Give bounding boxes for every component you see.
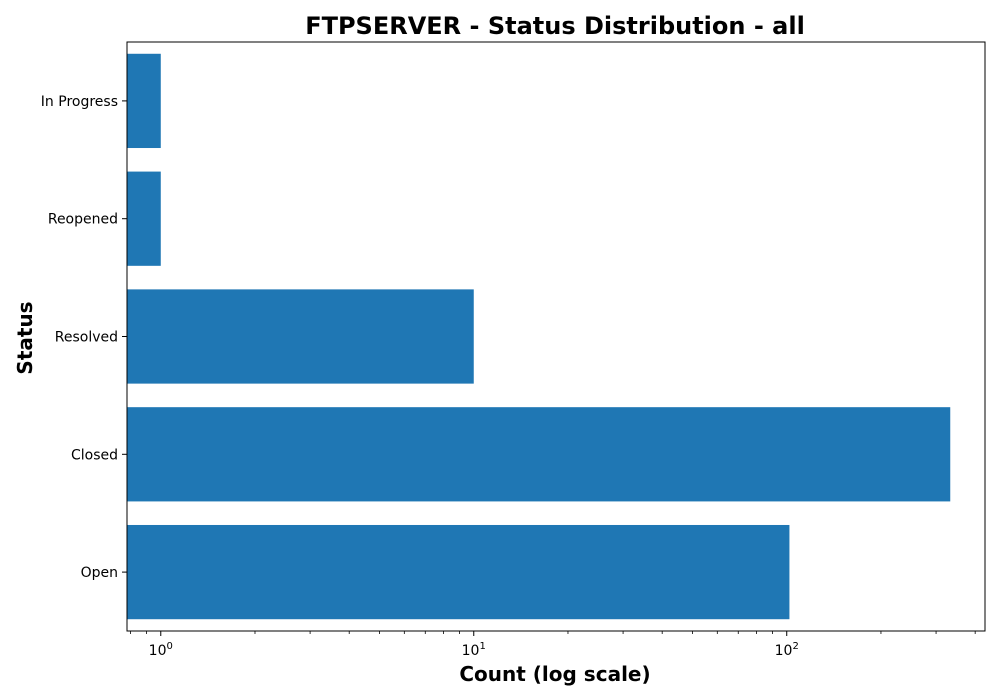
y-tick-label: Closed (71, 447, 118, 463)
x-tick-label: 102 (775, 641, 799, 659)
x-axis-label: Count (log scale) (459, 662, 650, 686)
chart-title: FTPSERVER - Status Distribution - all (305, 12, 805, 40)
y-tick-label: In Progress (41, 94, 118, 110)
bar-open (127, 524, 790, 620)
x-tick-label: 100 (149, 641, 173, 659)
bar-resolved (127, 289, 474, 384)
x-ticks-layer: 100 101 102 (130, 631, 976, 659)
x-tick-label: 101 (462, 641, 486, 659)
bar-closed (127, 407, 951, 502)
y-tick-label: Open (81, 565, 118, 581)
y-tick-label: Resolved (55, 330, 118, 346)
plot-frame (126, 41, 986, 632)
y-tick-label: Reopened (48, 212, 118, 228)
y-ticks-layer: Open Closed Resolved Reopened In Progress (41, 94, 127, 581)
y-axis-label: Status (13, 301, 37, 374)
bar-reopened (127, 171, 161, 266)
bars-layer (127, 53, 951, 620)
bar-in-progress (127, 53, 161, 149)
